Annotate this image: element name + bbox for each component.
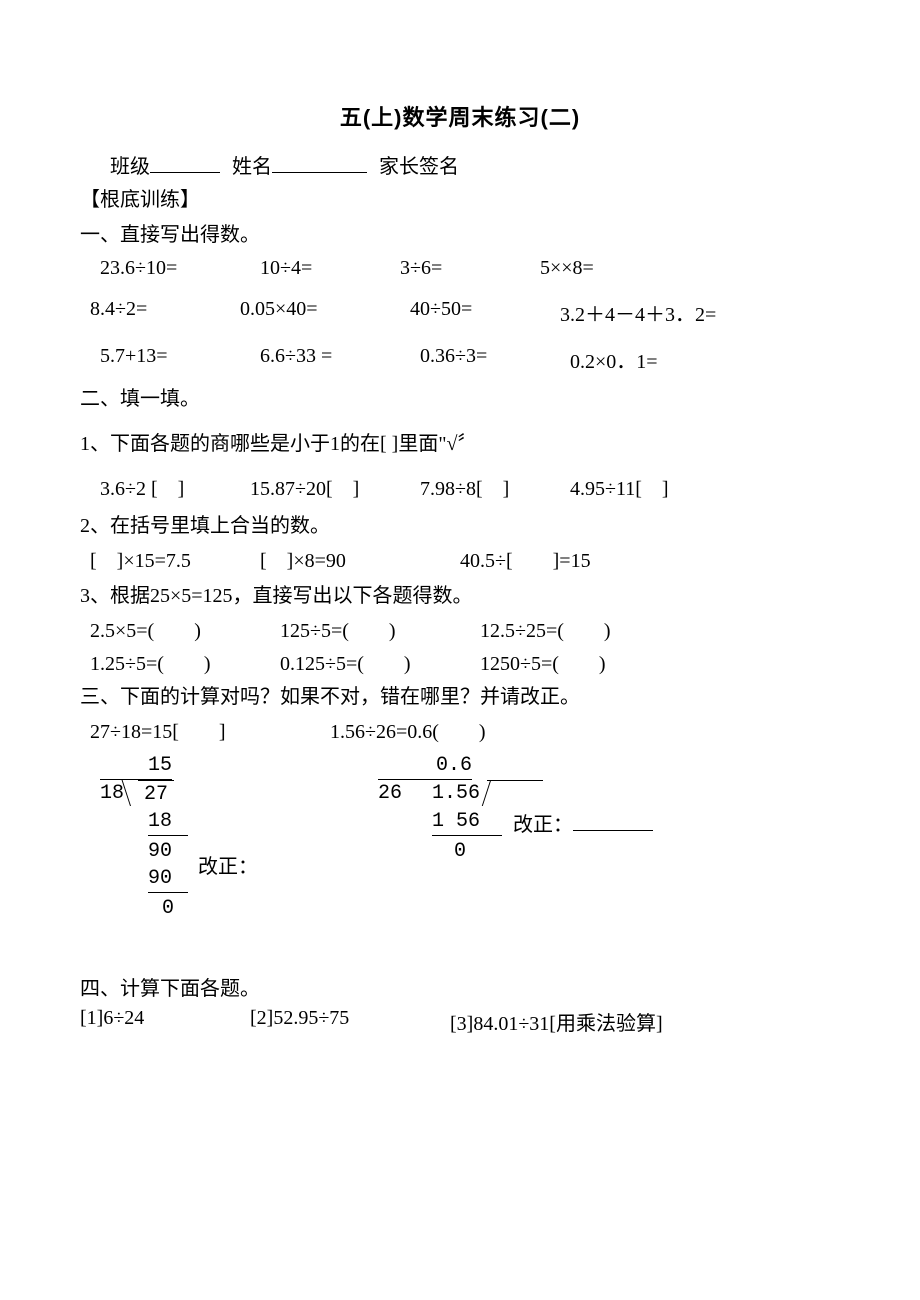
s2-q2: 2、在括号里填上合当的数。 (80, 509, 840, 538)
s2-q1row: 3.6÷2 [ ] 15.87÷20[ ] 7.98÷8[ ] 4.95÷11[… (80, 472, 840, 501)
s4c2: [2]52.95÷75 (250, 1007, 450, 1036)
longdiv-1: 15 1827 18 90 90 0 (100, 752, 188, 922)
ld1-s4: 0 (148, 892, 188, 922)
s4-row: [1]6÷24 [2]52.95÷75 [3]84.01÷31[用乘法验算] (80, 1007, 840, 1036)
longdiv-row: 15 1827 18 90 90 0 改正： 0.6 26 1.56 1 56 … (80, 752, 840, 922)
s1-row2: 8.4÷2= 0.05×40= 40÷50= 3.2＋4－4＋3．2= (80, 298, 840, 327)
student-header: 班级 姓名 家长签名 (80, 150, 840, 179)
s3p2: 1.56÷26=0.6( ) (330, 715, 486, 744)
ld2-s1: 1 56 (432, 810, 480, 833)
name-blank (272, 153, 367, 173)
class-blank (150, 153, 220, 173)
ld2-wrap: 0.6 26 1.56 1 56 0 改正： (378, 752, 653, 922)
class-label: 班级 (110, 156, 150, 178)
s2q2c1: [ ]×15=7.5 (90, 544, 260, 573)
s1r2c4: 3.2＋4－4＋3．2= (560, 298, 716, 327)
ld1-wrap: 15 1827 18 90 90 0 改正： (100, 752, 258, 922)
ld1-correct: 改正： (198, 850, 258, 879)
s1r1c3: 3÷6= (400, 257, 540, 280)
page-title: 五(上)数学周末练习(二) (80, 100, 840, 132)
s2q3r1c2: 125÷5=( ) (280, 614, 480, 643)
s2q1c4: 4.95÷11[ ] (570, 472, 669, 501)
ld1-s2: 90 (148, 835, 188, 865)
s1r3c4: 0.2×0．1= (570, 345, 658, 374)
ld1-correct-label: 改正： (198, 856, 258, 878)
s2-q3r1: 2.5×5=( ) 125÷5=( ) 12.5÷25=( ) (80, 614, 840, 643)
ld1-quotient: 15 (100, 752, 172, 780)
s3p1: 27÷18=15[ ] (90, 715, 330, 744)
s1r2c1: 8.4÷2= (90, 298, 240, 327)
s1-row3: 5.7+13= 6.6÷33 = 0.36÷3= 0.2×0．1= (80, 345, 840, 374)
ld2-dividend: 1.56 (432, 780, 480, 807)
s2q1c3: 7.98÷8[ ] (420, 472, 570, 501)
s1r2c2: 0.05×40= (240, 298, 410, 327)
sign-label: 家长签名 (379, 156, 459, 178)
s1r3c3: 0.36÷3= (420, 345, 570, 374)
s2q3r2c1: 1.25÷5=( ) (90, 647, 280, 676)
s2-q2row: [ ]×15=7.5 [ ]×8=90 40.5÷[ ]=15 (80, 544, 840, 573)
s1-row1: 23.6÷10= 10÷4= 3÷6= 5××8= (80, 257, 840, 280)
s2-q1: 1、下面各题的商哪些是小于1的在[ ]里面"√〞 (80, 427, 840, 456)
s2q1c2: 15.87÷20[ ] (250, 472, 420, 501)
s3-head: 三、下面的计算对吗？如果不对，错在哪里？并请改正。 (80, 680, 840, 709)
s2q3r1c1: 2.5×5=( ) (90, 614, 280, 643)
s2q3r2c3: 1250÷5=( ) (480, 647, 606, 676)
s3-prompts: 27÷18=15[ ] 1.56÷26=0.6( ) (80, 715, 840, 744)
ld1-dividend: 27 (138, 780, 174, 808)
s2-q3: 3、根据25×5=125，直接写出以下各题得数。 (80, 579, 840, 608)
s1r1c1: 23.6÷10= (100, 257, 260, 280)
s1r3c1: 5.7+13= (100, 345, 260, 374)
name-label: 姓名 (232, 156, 272, 178)
s1r1c2: 10÷4= (260, 257, 400, 280)
basic-training-head: 【根底训练】 (80, 183, 840, 212)
ld2-correct-label: 改正： (513, 814, 573, 836)
s1r2c3: 40÷50= (410, 298, 560, 327)
ld1-s1: 18 (148, 810, 172, 833)
s2q3r1c3: 12.5÷25=( ) (480, 614, 611, 643)
ld2-divisor: 26 (378, 780, 408, 807)
s2q3r2c2: 0.125÷5=( ) (280, 647, 480, 676)
s2-head: 二、填一填。 (80, 382, 840, 411)
ld1-s3: 90 (148, 867, 172, 890)
s2q1c1: 3.6÷2 [ ] (100, 472, 250, 501)
s1r3c2: 6.6÷33 = (260, 345, 420, 374)
s4c3: [3]84.01÷31[用乘法验算] (450, 1007, 663, 1036)
s2-q3r2: 1.25÷5=( ) 0.125÷5=( ) 1250÷5=( ) (80, 647, 840, 676)
s2q2c3: 40.5÷[ ]=15 (460, 544, 591, 573)
s4c1: [1]6÷24 (80, 1007, 250, 1036)
ld2-correct: 改正： (513, 808, 653, 837)
s2q2c2: [ ]×8=90 (260, 544, 460, 573)
ld2-correct-blank (573, 830, 653, 831)
s1r1c4: 5××8= (540, 257, 594, 280)
s4-head: 四、计算下面各题。 (80, 972, 840, 1001)
ld2-quotient: 0.6 (378, 752, 472, 780)
s1-head: 一、直接写出得数。 (80, 218, 840, 247)
ld2-s2: 0 (432, 835, 502, 865)
